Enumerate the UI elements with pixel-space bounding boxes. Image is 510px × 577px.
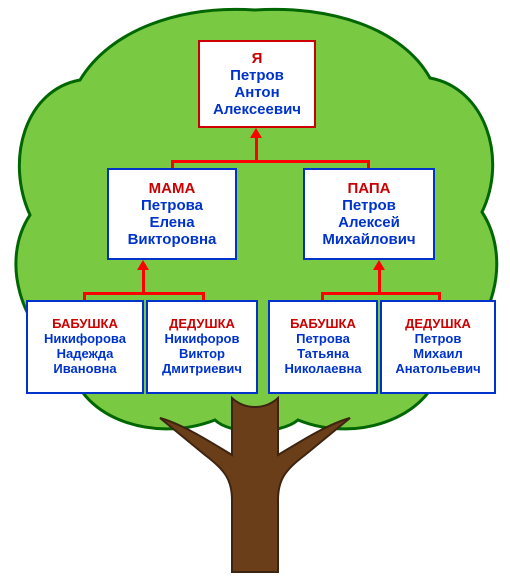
connector [378,270,381,294]
node-paternal-grandmother: БАБУШКА Петрова Татьяна Николаевна [268,300,378,394]
name-line: Никифорова [44,332,126,347]
name-line: Петрова [296,332,350,347]
arrow-up-icon [373,260,385,270]
family-tree-diagram: { "diagram": { "type": "tree", "backgrou… [0,0,510,577]
role-label: Я [252,50,263,67]
node-paternal-grandfather: ДЕДУШКА Петров Михаил Анатольевич [380,300,496,394]
name-line: Никифоров [165,332,240,347]
role-label: БАБУШКА [290,317,356,332]
role-label: ДЕДУШКА [405,317,471,332]
arrow-up-icon [137,260,149,270]
name-line: Михаил [413,347,463,362]
connector [142,270,145,294]
connector [172,160,369,163]
role-label: ДЕДУШКА [169,317,235,332]
role-label: МАМА [149,180,196,197]
name-line: Антон [234,84,279,101]
arrow-up-icon [250,128,262,138]
name-line: Анатольевич [395,362,480,377]
node-father: ПАПА Петров Алексей Михайлович [303,168,435,260]
connector [255,138,258,162]
name-line: Викторовна [128,231,217,248]
name-line: Ивановна [53,362,116,377]
name-line: Петров [342,197,396,214]
name-line: Петров [415,332,462,347]
name-line: Виктор [179,347,225,362]
node-self: Я Петров Антон Алексеевич [198,40,316,128]
node-mother: МАМА Петрова Елена Викторовна [107,168,237,260]
name-line: Татьяна [297,347,349,362]
name-line: Дмитриевич [162,362,242,377]
name-line: Михайлович [322,231,415,248]
name-line: Николаевна [284,362,361,377]
name-line: Надежда [57,347,114,362]
node-maternal-grandfather: ДЕДУШКА Никифоров Виктор Дмитриевич [146,300,258,394]
role-label: ПАПА [347,180,390,197]
name-line: Петрова [141,197,203,214]
node-maternal-grandmother: БАБУШКА Никифорова Надежда Ивановна [26,300,144,394]
name-line: Елена [149,214,194,231]
name-line: Алексей [338,214,400,231]
name-line: Петров [230,67,284,84]
name-line: Алексеевич [213,101,301,118]
role-label: БАБУШКА [52,317,118,332]
connector [322,292,440,295]
